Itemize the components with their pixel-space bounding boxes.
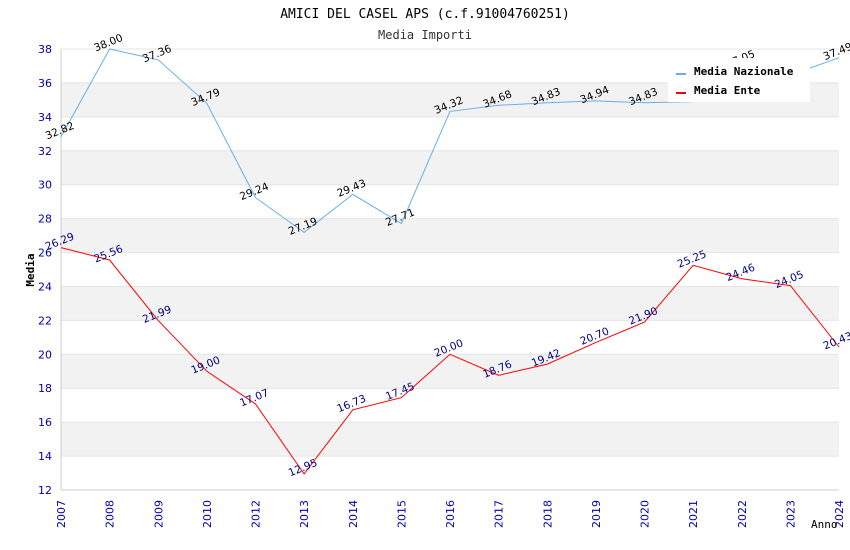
chart-subtitle: Media Importi bbox=[378, 28, 472, 42]
chart-title: AMICI DEL CASEL APS (c.f.91004760251) bbox=[280, 7, 570, 22]
x-tick-label: 2008 bbox=[104, 500, 117, 528]
grid-band bbox=[61, 354, 839, 389]
x-tick-label: 2015 bbox=[395, 500, 408, 528]
x-tick-label: 2016 bbox=[444, 500, 457, 528]
y-tick-label: 22 bbox=[38, 314, 52, 327]
grid-band bbox=[61, 320, 839, 355]
grid-band bbox=[61, 218, 839, 253]
x-axis-title: Anno bbox=[811, 518, 838, 531]
legend-label-media-nazionale: Media Nazionale bbox=[694, 65, 794, 78]
x-tick-label: 2023 bbox=[784, 500, 797, 528]
x-tick-label: 2014 bbox=[347, 500, 360, 528]
y-tick-label: 28 bbox=[38, 213, 52, 226]
y-tick-label: 12 bbox=[38, 484, 52, 497]
y-tick-label: 34 bbox=[38, 111, 52, 124]
x-tick-label: 2009 bbox=[152, 500, 165, 528]
y-tick-label: 24 bbox=[38, 280, 52, 293]
grid-band bbox=[61, 184, 839, 219]
grid-band bbox=[61, 286, 839, 321]
y-tick-label: 30 bbox=[38, 179, 52, 192]
grid-band bbox=[61, 388, 839, 423]
x-tick-label: 2020 bbox=[639, 500, 652, 528]
grid-band bbox=[61, 456, 839, 490]
y-tick-label: 38 bbox=[38, 43, 52, 56]
y-tick-labels: 12 14 16 18 20 22 24 26 28 30 32 34 36 38 bbox=[38, 43, 52, 497]
x-tick-label: 2007 bbox=[55, 500, 68, 528]
x-tick-label: 2019 bbox=[590, 500, 603, 528]
grid-band bbox=[61, 422, 839, 457]
y-tick-label: 20 bbox=[38, 348, 52, 361]
x-tick-labels: 2007 2008 2009 2010 2012 2013 2014 2015 2016 2017… bbox=[55, 500, 846, 528]
x-tick-label: 2024 bbox=[833, 500, 846, 528]
series-line-media-ente bbox=[60, 247, 840, 475]
x-tick-label: 2012 bbox=[250, 500, 263, 528]
x-tick-label: 2022 bbox=[736, 500, 749, 528]
grid-band bbox=[61, 116, 839, 151]
y-axis-title: Media bbox=[24, 253, 37, 286]
x-tick-label: 2021 bbox=[687, 500, 700, 528]
x-tick-label: 2013 bbox=[298, 500, 311, 528]
grid-band bbox=[61, 150, 839, 185]
x-tick-label: 2010 bbox=[201, 500, 214, 528]
grid-bands bbox=[61, 49, 839, 490]
legend-background bbox=[668, 58, 810, 102]
y-tick-label: 14 bbox=[38, 450, 52, 463]
legend: Media Nazionale Media Ente bbox=[668, 58, 810, 102]
grid-band bbox=[61, 252, 839, 287]
x-tick-label: 2018 bbox=[541, 500, 554, 528]
y-tick-label: 36 bbox=[38, 77, 52, 90]
y-tick-label: 32 bbox=[38, 145, 52, 158]
legend-label-media-ente: Media Ente bbox=[694, 84, 761, 97]
y-tick-label: 16 bbox=[38, 416, 52, 429]
y-tick-label: 26 bbox=[38, 247, 52, 260]
x-tick-label: 2017 bbox=[493, 500, 506, 528]
y-tick-label: 18 bbox=[38, 382, 52, 395]
